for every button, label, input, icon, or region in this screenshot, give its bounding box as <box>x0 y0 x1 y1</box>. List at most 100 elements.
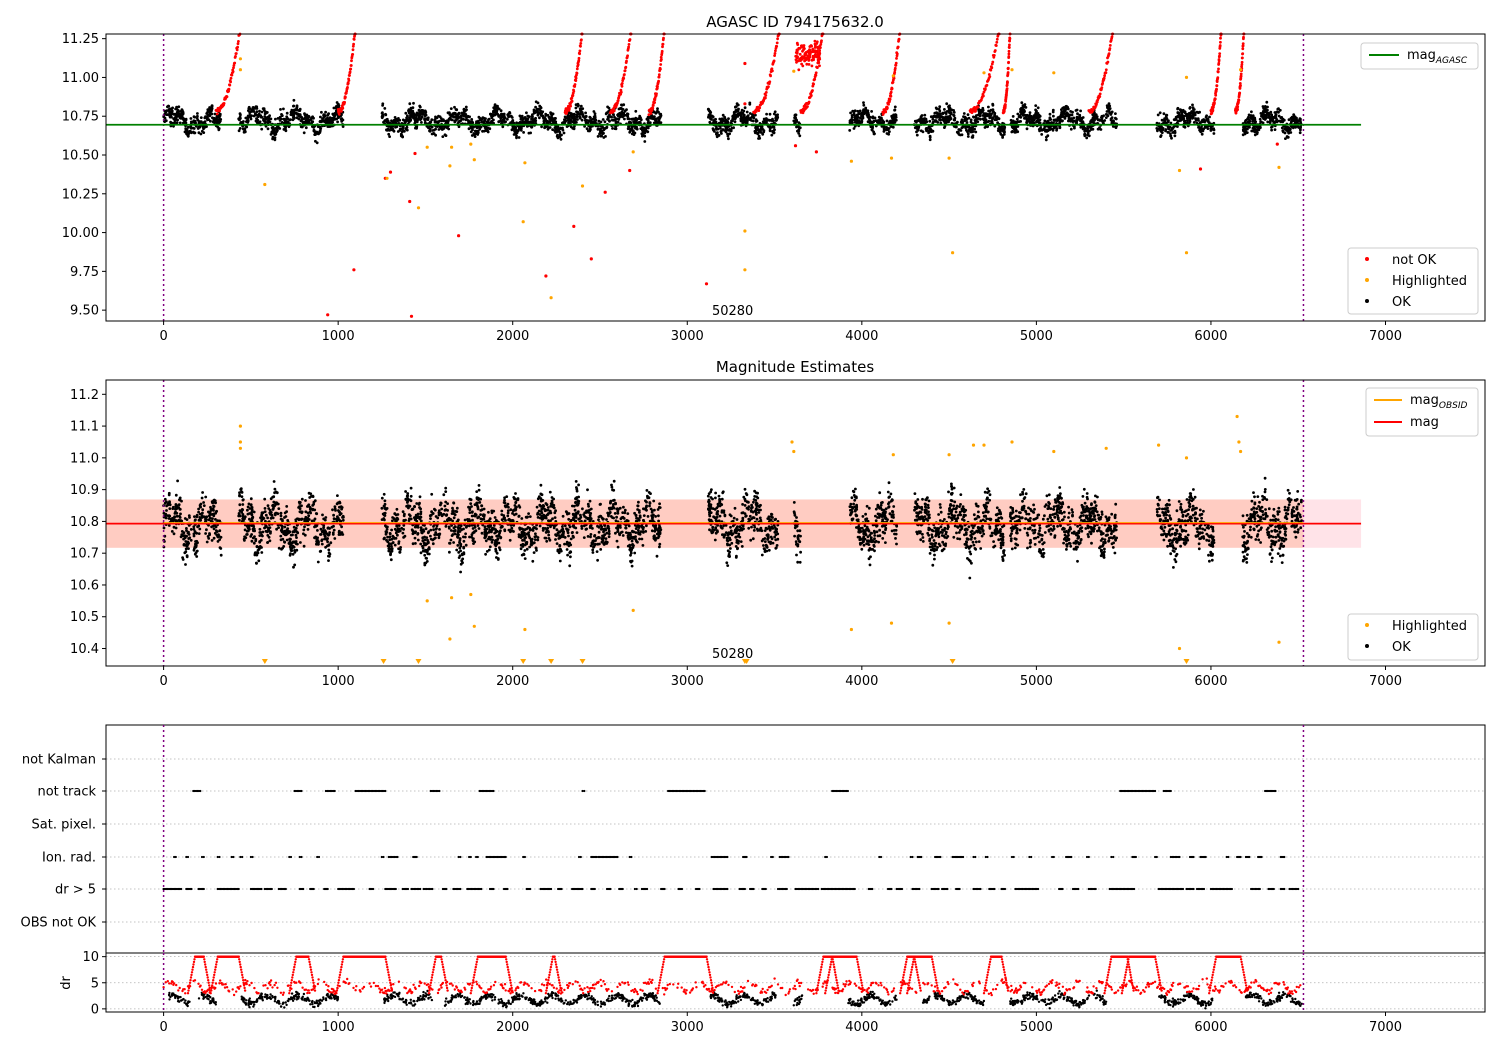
ok-point <box>960 120 963 123</box>
ok-point <box>1018 114 1021 118</box>
ok-point <box>336 120 339 124</box>
ok-point <box>291 112 295 116</box>
ok-point <box>921 117 925 121</box>
ok-point <box>1011 115 1015 118</box>
ok-point <box>969 130 972 134</box>
ok-point <box>567 118 571 122</box>
not-ok-point <box>815 40 819 44</box>
ok-point <box>1176 107 1179 111</box>
ok-point <box>1266 120 1270 124</box>
not-ok-point <box>884 110 888 114</box>
ok-point <box>193 115 197 119</box>
ok-point <box>237 129 241 133</box>
not-ok-point <box>1275 142 1279 146</box>
not-ok-point <box>348 70 352 74</box>
ok-point <box>870 110 873 113</box>
ok-point <box>991 103 995 107</box>
ok-point <box>538 116 541 120</box>
ok-point <box>196 112 199 115</box>
ok-point <box>1088 125 1092 129</box>
ok-point <box>1092 113 1095 116</box>
ok-point <box>1256 131 1259 134</box>
ok-point <box>420 121 423 124</box>
ok-point <box>563 115 567 119</box>
ok-point <box>862 109 865 113</box>
ok-point <box>581 112 584 116</box>
not-ok-point <box>806 54 810 57</box>
y-tick-label: 11.25 <box>62 32 99 47</box>
not-ok-point <box>612 109 616 113</box>
not-ok-point <box>1098 92 1102 96</box>
ok-point <box>400 130 404 134</box>
ok-point <box>499 119 503 122</box>
ok-point <box>1298 117 1302 120</box>
ok-point <box>1046 134 1050 138</box>
ok-point <box>1260 113 1264 117</box>
ok-point <box>993 113 996 117</box>
ok-point <box>724 120 728 124</box>
ok-point <box>1246 117 1249 121</box>
not-ok-point <box>1008 39 1011 43</box>
ok-point <box>1067 115 1071 119</box>
ok-point <box>334 109 338 113</box>
ok-point <box>580 118 584 122</box>
ok-point <box>1282 118 1286 122</box>
not-ok-point <box>225 95 229 99</box>
ok-point <box>465 108 468 112</box>
ok-point <box>1212 132 1216 135</box>
ok-point <box>284 121 288 125</box>
ok-point <box>493 109 497 112</box>
ok-point <box>538 108 542 111</box>
ok-point <box>175 105 179 109</box>
ok-point <box>315 130 319 134</box>
ok-point <box>314 133 317 136</box>
ok-point <box>1034 104 1038 107</box>
not-ok-point <box>326 313 330 317</box>
not-ok-point <box>413 151 417 156</box>
not-ok-point <box>229 76 233 80</box>
ok-point <box>513 127 516 131</box>
ok-point <box>584 115 588 118</box>
ok-point <box>237 117 241 121</box>
ok-point <box>465 117 468 121</box>
ok-point <box>628 120 631 124</box>
ok-point <box>209 112 213 116</box>
ok-point <box>262 117 265 121</box>
ok-point <box>197 131 201 135</box>
highlighted-point <box>1277 165 1281 169</box>
ok-point <box>189 125 193 129</box>
ok-point <box>1249 116 1253 120</box>
not-ok-point <box>628 38 632 41</box>
ok-point <box>1269 116 1273 119</box>
ok-point <box>639 118 643 122</box>
ok-point <box>408 109 412 113</box>
not-ok-point <box>1241 56 1244 60</box>
ok-point <box>174 503 178 507</box>
ok-point <box>915 125 918 129</box>
ok-point <box>504 120 507 124</box>
ok-point <box>280 113 283 116</box>
not-ok-point <box>577 56 581 60</box>
ok-point <box>1178 113 1181 117</box>
not-ok-point <box>352 42 355 46</box>
ok-point <box>266 121 270 125</box>
ok-point <box>430 118 434 122</box>
ok-point <box>993 118 997 122</box>
ok-point <box>468 115 471 119</box>
ok-point <box>497 114 501 118</box>
ok-point <box>266 127 270 131</box>
not-ok-point <box>816 55 819 59</box>
ok-point <box>1114 117 1118 121</box>
ok-point <box>750 119 753 122</box>
ok-point <box>798 134 802 138</box>
ok-point <box>502 113 506 116</box>
ok-point <box>164 512 168 516</box>
ok-point <box>253 107 257 110</box>
ok-point <box>1286 127 1289 131</box>
ok-point <box>611 126 614 130</box>
ok-point <box>1040 133 1044 136</box>
ok-point <box>172 532 176 536</box>
ok-point <box>717 133 721 137</box>
not-ok-point <box>1218 54 1221 58</box>
ok-point <box>630 117 634 121</box>
